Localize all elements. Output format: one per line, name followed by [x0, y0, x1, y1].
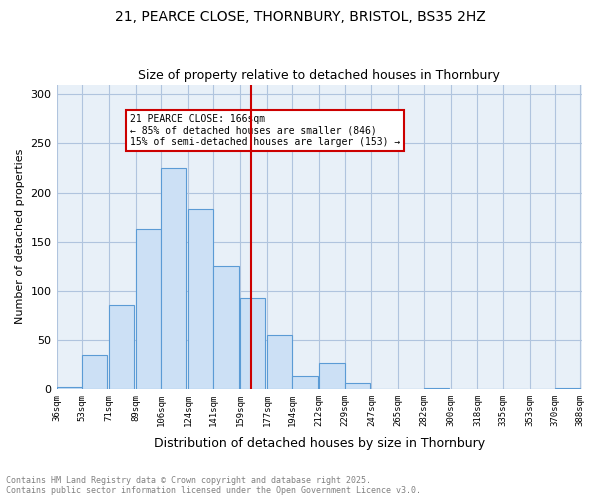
Bar — [555, 388, 580, 389]
Bar — [267, 335, 292, 389]
Text: 21, PEARCE CLOSE, THORNBURY, BRISTOL, BS35 2HZ: 21, PEARCE CLOSE, THORNBURY, BRISTOL, BS… — [115, 10, 485, 24]
Bar — [56, 387, 82, 389]
Bar — [213, 266, 239, 389]
Bar — [188, 209, 213, 389]
Bar — [319, 364, 344, 389]
Bar — [292, 376, 317, 389]
Bar — [240, 298, 265, 389]
Bar — [82, 356, 107, 389]
Text: 21 PEARCE CLOSE: 166sqm
← 85% of detached houses are smaller (846)
15% of semi-d: 21 PEARCE CLOSE: 166sqm ← 85% of detache… — [130, 114, 400, 147]
Text: Contains HM Land Registry data © Crown copyright and database right 2025.
Contai: Contains HM Land Registry data © Crown c… — [6, 476, 421, 495]
Bar — [424, 388, 449, 389]
X-axis label: Distribution of detached houses by size in Thornbury: Distribution of detached houses by size … — [154, 437, 485, 450]
Bar — [344, 383, 370, 389]
Title: Size of property relative to detached houses in Thornbury: Size of property relative to detached ho… — [138, 69, 500, 82]
Bar — [136, 229, 161, 389]
Y-axis label: Number of detached properties: Number of detached properties — [15, 149, 25, 324]
Bar — [161, 168, 187, 389]
Bar — [109, 306, 134, 389]
